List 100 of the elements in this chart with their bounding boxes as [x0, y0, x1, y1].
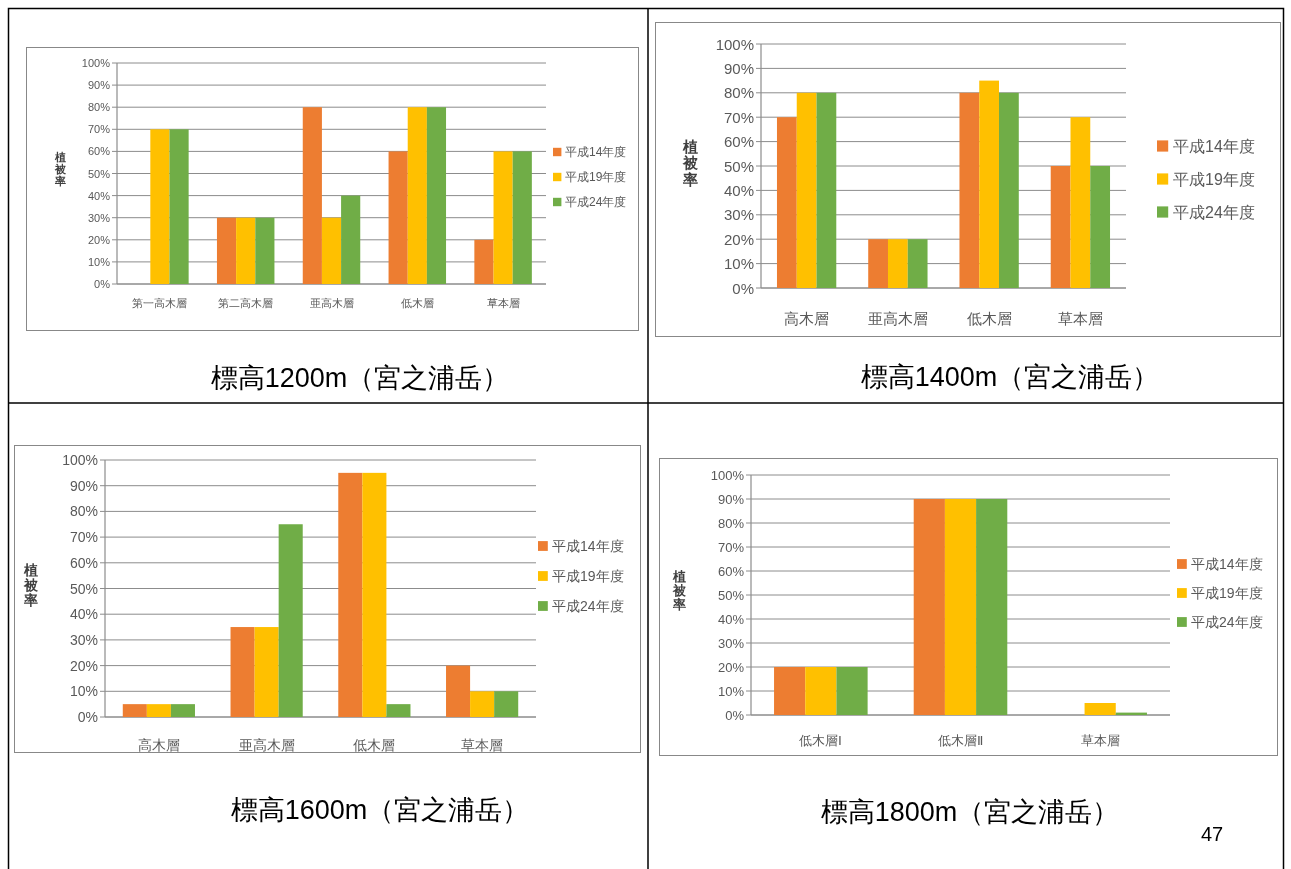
y-tick-label: 100% [62, 452, 98, 468]
legend-label: 平成19年度 [552, 568, 624, 584]
y-tick-label: 80% [717, 515, 745, 531]
y-tick-label: 90% [717, 491, 745, 507]
bar [805, 667, 837, 715]
y-tick-label: 30% [717, 635, 745, 651]
y-tick-label: 70% [87, 123, 111, 136]
y-tick-label: 20% [723, 230, 754, 248]
y-tick-label: 10% [87, 255, 111, 268]
bar [170, 704, 195, 717]
legend-label: 平成14年度 [1173, 137, 1255, 155]
y-tick-label: 60% [723, 133, 754, 151]
x-tick-label: 低木層Ⅰ [799, 732, 843, 748]
y-tick-label: 50% [717, 587, 745, 603]
y-tick-label: 0% [732, 279, 754, 297]
bar [236, 217, 256, 284]
bar [255, 217, 275, 284]
y-tick-label: 100% [710, 467, 745, 483]
x-tick-label: 亜高木層 [309, 297, 354, 309]
y-tick-label: 60% [69, 554, 98, 571]
bar [254, 627, 279, 717]
bar [816, 92, 837, 288]
x-tick-label: 草本層 [1080, 732, 1120, 748]
y-tick-label: 80% [723, 84, 754, 102]
y-tick-label: 40% [87, 189, 111, 202]
bar [796, 92, 817, 288]
y-tick-label: 40% [723, 181, 754, 199]
bar [388, 151, 408, 284]
y-tick-label: 70% [717, 539, 745, 555]
y-tick-label: 30% [87, 211, 111, 224]
x-tick-label: 低木層 [966, 309, 1012, 327]
y-tick-label: 60% [87, 145, 111, 158]
bar [278, 524, 303, 717]
legend-label: 平成14年度 [1191, 556, 1263, 572]
bar [1084, 703, 1116, 715]
x-tick-label: 亜高木層 [238, 737, 295, 753]
y-tick-label: 0% [725, 707, 745, 723]
bar [999, 92, 1019, 288]
legend-label: 平成24年度 [1173, 203, 1255, 221]
bar [362, 472, 387, 717]
text: 47 [1200, 823, 1224, 845]
x-tick-label: 草本層 [486, 297, 520, 309]
x-tick-label: 第一高木層 [132, 297, 188, 309]
y-tick-label: 0% [94, 278, 111, 290]
y-tick-label: 90% [87, 79, 111, 92]
y-tick-label: 90% [69, 477, 98, 494]
text: 標高1400m（宮之浦岳） [860, 362, 1160, 392]
bar [446, 665, 471, 717]
y-tick-label: 80% [87, 101, 111, 114]
x-tick-label: 低木層 [353, 737, 396, 753]
bar [979, 80, 1000, 288]
y-tick-label: 10% [723, 255, 754, 273]
bar [494, 691, 519, 717]
bar [976, 499, 1008, 715]
bar [774, 667, 806, 715]
y-tick-label: 20% [69, 657, 98, 674]
legend-label: 平成19年度 [1173, 170, 1255, 188]
bar [426, 107, 447, 284]
bar [907, 239, 928, 288]
x-tick-label: 低木層 [400, 297, 434, 309]
bar [341, 195, 361, 284]
y-tick-label: 70% [69, 529, 98, 546]
legend-label: 平成14年度 [565, 145, 627, 159]
bar [913, 499, 945, 715]
bar [944, 499, 977, 715]
y-tick-label: 40% [717, 611, 745, 627]
x-tick-label: 高木層 [784, 309, 830, 327]
bar [887, 239, 908, 288]
y-axis-title: 植被率 [671, 568, 687, 613]
y-tick-label: 40% [69, 606, 98, 623]
bar [836, 667, 868, 715]
legend-label: 平成24年度 [552, 598, 624, 614]
y-axis-title: 植被率 [681, 137, 699, 188]
bar [470, 691, 495, 717]
y-tick-label: 70% [723, 108, 754, 126]
y-tick-label: 30% [69, 631, 98, 648]
x-tick-label: 第二高木層 [218, 297, 274, 309]
y-axis-title: 植被率 [23, 561, 39, 609]
text: 標高1200m（宮之浦岳） [210, 363, 510, 393]
y-axis-title: 植被率 [53, 150, 67, 188]
legend-label: 平成24年度 [565, 195, 627, 209]
legend-label: 平成14年度 [552, 538, 624, 554]
bar [1070, 117, 1091, 288]
y-tick-label: 100% [81, 57, 111, 69]
bar [407, 107, 427, 284]
bar [338, 472, 363, 717]
bar [1090, 166, 1111, 288]
bar [122, 704, 147, 717]
y-tick-label: 90% [723, 59, 754, 77]
text: 標高1600m（宮之浦岳） [230, 795, 530, 825]
legend-label: 平成24年度 [1191, 614, 1263, 630]
y-tick-label: 60% [717, 563, 745, 579]
bar [474, 239, 494, 284]
x-tick-label: 草本層 [461, 737, 504, 753]
y-tick-label: 20% [87, 233, 111, 246]
x-tick-label: 草本層 [1057, 309, 1103, 327]
x-tick-label: 高木層 [137, 737, 180, 753]
bar [493, 151, 513, 284]
y-tick-label: 30% [723, 206, 754, 224]
bar [512, 151, 532, 284]
